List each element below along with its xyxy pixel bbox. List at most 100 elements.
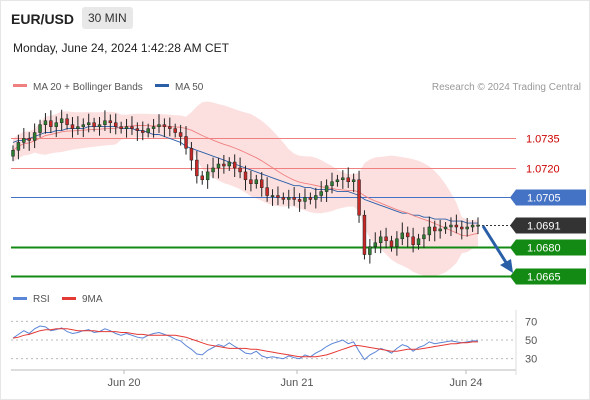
main-legend: MA 20 + Bollinger Bands MA 50 Research ©… <box>13 82 581 93</box>
candle-body <box>270 195 275 197</box>
candle-body <box>81 124 86 127</box>
level-label-1.0705: 1.0705 <box>527 193 561 205</box>
candle-body <box>460 226 464 230</box>
candle-body <box>119 126 123 129</box>
level-tag-1.0691 <box>510 217 586 234</box>
candle-body <box>151 126 156 129</box>
candle-body <box>97 124 102 127</box>
candle-body <box>297 199 302 202</box>
candlesticks <box>11 109 480 264</box>
candle-body <box>335 179 340 182</box>
candle-body <box>411 236 415 245</box>
candle-body <box>130 126 134 129</box>
candle-body <box>124 126 129 129</box>
candle-body <box>168 126 172 129</box>
candle-body <box>292 197 296 200</box>
candle-body <box>476 224 480 227</box>
candle-body <box>405 232 410 238</box>
x-tick-label-jun21: Jun 21 <box>280 377 313 389</box>
candle-body <box>265 187 269 196</box>
candle-body <box>16 142 21 151</box>
ma20-legend-swatch <box>13 84 27 87</box>
candle-body <box>103 120 107 125</box>
candle-body <box>378 236 383 243</box>
candle-body <box>422 234 426 240</box>
rsi-legend: RSI 9MA <box>13 294 103 305</box>
candle-body <box>222 163 226 167</box>
candle-body <box>108 120 113 123</box>
candle-body <box>400 232 405 240</box>
timeframe-badge[interactable]: 30 MIN <box>82 7 133 29</box>
x-axis: Jun 20 Jun 21 Jun 24 <box>11 310 517 389</box>
instrument-label: EUR/USD <box>11 11 75 27</box>
rsi-tick-label-30: 30 <box>525 354 537 366</box>
candle-body <box>211 167 215 173</box>
candle-body <box>465 226 469 230</box>
candle-body <box>470 224 475 228</box>
candle-body <box>303 197 307 202</box>
candle-body <box>395 238 399 247</box>
forecast-arrow <box>481 225 513 273</box>
candle-body <box>287 197 291 200</box>
rsi-ma-legend-swatch <box>62 297 76 300</box>
candle-body <box>49 120 53 127</box>
candle-body <box>200 175 204 181</box>
candle-body <box>11 150 15 157</box>
candle-body <box>319 191 323 196</box>
forecast-arrow-head <box>500 259 513 273</box>
candle-body <box>141 130 145 133</box>
rsi-ma-legend-label: 9MA <box>82 294 103 305</box>
candle-body <box>135 128 140 131</box>
candle-body <box>324 185 329 192</box>
candle-body <box>178 132 183 137</box>
candle-body <box>162 124 167 127</box>
candle-body <box>43 120 48 125</box>
candle-body <box>146 128 150 133</box>
level-label-1.0720: 1.0720 <box>526 164 560 176</box>
candle-body <box>433 226 437 232</box>
candle-body <box>454 224 459 228</box>
candle-body <box>232 161 237 169</box>
candle-body <box>260 179 264 188</box>
candle-body <box>86 122 91 125</box>
level-tag-1.0665 <box>510 268 586 285</box>
level-label-1.0691: 1.0691 <box>527 221 561 233</box>
candle-body <box>70 124 75 129</box>
candle-body <box>362 214 367 255</box>
candle-body <box>357 179 361 216</box>
candle-body <box>216 163 221 169</box>
candle-body <box>438 228 442 232</box>
rsi-tick-label-50: 50 <box>525 335 537 347</box>
candle-body <box>373 242 377 247</box>
candle-body <box>195 159 199 177</box>
candle-body <box>92 122 96 127</box>
level-tag-1.0680 <box>510 239 586 256</box>
candle-body <box>32 132 37 141</box>
research-credit: Research © 2024 Trading Central <box>432 82 581 93</box>
rsi-ma-line <box>12 328 478 358</box>
candle-body <box>59 118 64 123</box>
candle-body <box>38 124 42 133</box>
rsi-legend-label: RSI <box>33 294 50 305</box>
candle-body <box>330 181 334 186</box>
candle-body <box>184 136 188 149</box>
ma20-legend-label: MA 20 + Bollinger Bands <box>33 82 143 93</box>
candle-body <box>254 179 259 184</box>
level-label-1.0680: 1.0680 <box>527 243 561 255</box>
candle-body <box>351 179 356 182</box>
candle-body <box>54 122 58 127</box>
candle-body <box>65 118 69 125</box>
candle-body <box>443 226 448 230</box>
candle-body <box>22 138 26 143</box>
candle-body <box>243 171 248 181</box>
candle-body <box>276 195 280 198</box>
level-tag-1.0705 <box>510 189 586 206</box>
forecast-arrow-shaft <box>481 225 509 265</box>
candle-body <box>416 238 421 245</box>
chart-datetime: Monday, June 24, 2024 1:42:28 AM CET <box>13 41 229 55</box>
level-lines <box>11 138 516 278</box>
candle-body <box>249 179 253 184</box>
rsi-legend-swatch <box>13 297 27 300</box>
candle-body <box>227 161 231 167</box>
